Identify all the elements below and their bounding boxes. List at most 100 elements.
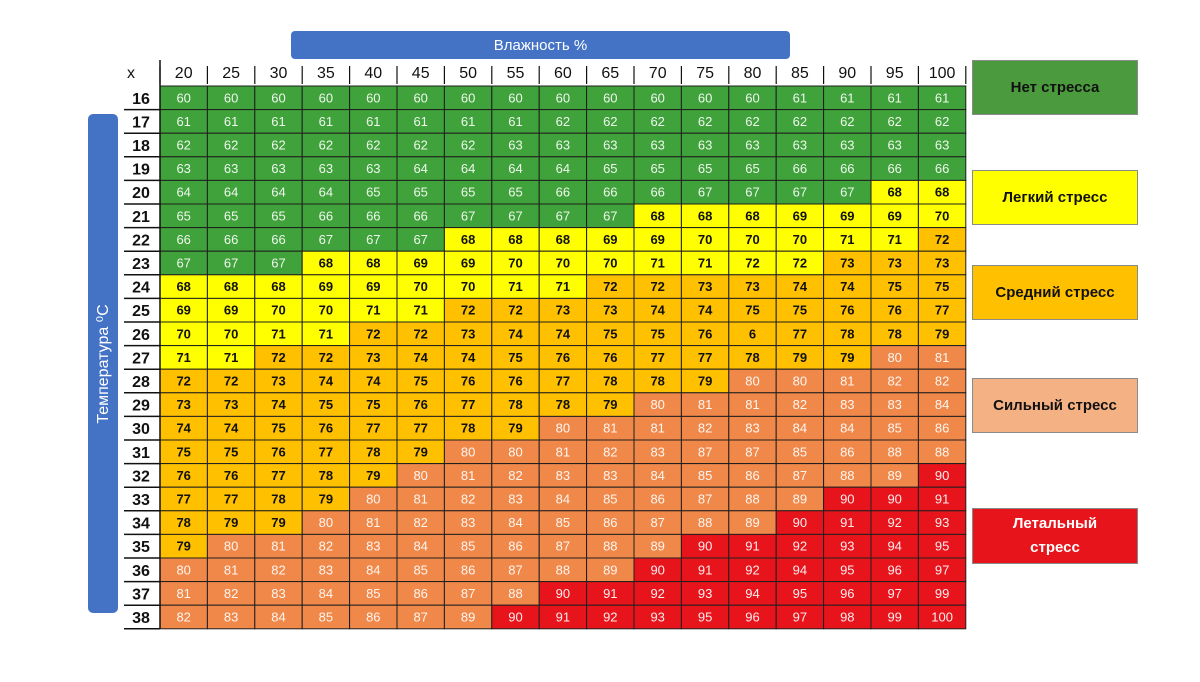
cell-value: 80	[319, 515, 333, 530]
cell-value: 71	[413, 303, 427, 318]
cell-value: 75	[366, 397, 380, 412]
cell-value: 61	[366, 114, 380, 129]
cell-value: 72	[745, 256, 759, 271]
cell-value: 62	[650, 114, 664, 129]
cell-value: 64	[413, 161, 427, 176]
cell-value: 71	[650, 256, 664, 271]
cell-value: 79	[603, 397, 617, 412]
x-tick-label: 90	[838, 65, 856, 82]
y-tick-label: 33	[132, 492, 150, 509]
cell-value: 69	[461, 256, 475, 271]
y-tick-label: 16	[132, 91, 150, 108]
cell-value: 61	[319, 114, 333, 129]
x-tick-label: 40	[364, 65, 382, 82]
cell-value: 61	[413, 114, 427, 129]
cell-value: 83	[840, 397, 854, 412]
cell-value: 66	[319, 208, 333, 223]
cell-value: 65	[650, 161, 664, 176]
cell-value: 80	[176, 562, 190, 577]
y-tick-label: 25	[132, 303, 150, 320]
cell-value: 91	[698, 562, 712, 577]
cell-value: 91	[935, 492, 949, 507]
cell-value: 86	[745, 468, 759, 483]
cell-value: 66	[935, 161, 949, 176]
cell-value: 85	[413, 562, 427, 577]
cell-value: 90	[698, 539, 712, 554]
cell-value: 63	[840, 138, 854, 153]
legend-label: Сильный стресс	[993, 396, 1117, 414]
cell-value: 65	[603, 161, 617, 176]
cell-value: 64	[319, 185, 333, 200]
cell-value: 82	[603, 444, 617, 459]
x-tick-label: 70	[649, 65, 667, 82]
cell-value: 83	[508, 492, 522, 507]
cell-value: 81	[413, 492, 427, 507]
cell-value: 68	[366, 256, 380, 271]
cell-value: 64	[508, 161, 522, 176]
cell-value: 68	[556, 232, 570, 247]
cell-value: 72	[603, 279, 617, 294]
cell-value: 93	[935, 515, 949, 530]
cell-value: 75	[319, 397, 333, 412]
cell-value: 63	[271, 161, 285, 176]
cell-value: 63	[556, 138, 570, 153]
cell-value: 68	[745, 208, 759, 223]
cell-value: 90	[556, 586, 570, 601]
cell-value: 80	[366, 492, 380, 507]
cell-value: 68	[650, 208, 664, 223]
legend-no-stress: Нет стресса	[972, 60, 1138, 115]
cell-value: 87	[650, 515, 664, 530]
cell-value: 86	[413, 586, 427, 601]
y-tick-label: 36	[132, 563, 150, 580]
cell-value: 72	[176, 374, 190, 389]
cell-value: 90	[650, 562, 664, 577]
cell-value: 96	[887, 562, 901, 577]
cell-value: 78	[887, 326, 901, 341]
cell-value: 75	[887, 279, 901, 294]
cell-value: 75	[271, 421, 285, 436]
cell-value: 79	[319, 492, 333, 507]
cell-value: 70	[508, 256, 522, 271]
cell-value: 81	[840, 374, 854, 389]
cell-value: 63	[603, 138, 617, 153]
cell-value: 87	[461, 586, 475, 601]
cell-value: 69	[603, 232, 617, 247]
cell-value: 80	[224, 539, 238, 554]
cell-value: 72	[319, 350, 333, 365]
y-tick-label: 21	[132, 209, 150, 226]
cell-value: 77	[461, 397, 475, 412]
cell-value: 60	[508, 90, 522, 105]
cell-value: 66	[650, 185, 664, 200]
x-tick-label: 75	[696, 65, 714, 82]
cell-value: 67	[224, 256, 238, 271]
cell-value: 85	[461, 539, 475, 554]
cell-value: 72	[650, 279, 664, 294]
y-tick-label: 38	[132, 610, 150, 627]
cell-value: 82	[793, 397, 807, 412]
cell-value: 80	[887, 350, 901, 365]
cell-value: 81	[224, 562, 238, 577]
cell-value: 63	[793, 138, 807, 153]
cell-value: 82	[887, 374, 901, 389]
x-tick-label: 55	[507, 65, 525, 82]
y-tick-label: 18	[132, 138, 150, 155]
cell-value: 67	[603, 208, 617, 223]
cell-value: 83	[887, 397, 901, 412]
cell-value: 63	[508, 138, 522, 153]
cell-value: 90	[935, 468, 949, 483]
cell-value: 77	[271, 468, 285, 483]
cell-value: 83	[556, 468, 570, 483]
cell-value: 62	[319, 138, 333, 153]
cell-value: 62	[176, 138, 190, 153]
cell-value: 63	[935, 138, 949, 153]
cell-value: 77	[366, 421, 380, 436]
cell-value: 82	[461, 492, 475, 507]
cell-value: 60	[603, 90, 617, 105]
cell-value: 74	[176, 421, 191, 436]
cell-value: 75	[413, 374, 427, 389]
cell-value: 67	[556, 208, 570, 223]
cell-value: 82	[319, 539, 333, 554]
cell-value: 74	[793, 279, 808, 294]
cell-value: 69	[793, 208, 807, 223]
humidity-label: Влажность %	[493, 36, 588, 54]
